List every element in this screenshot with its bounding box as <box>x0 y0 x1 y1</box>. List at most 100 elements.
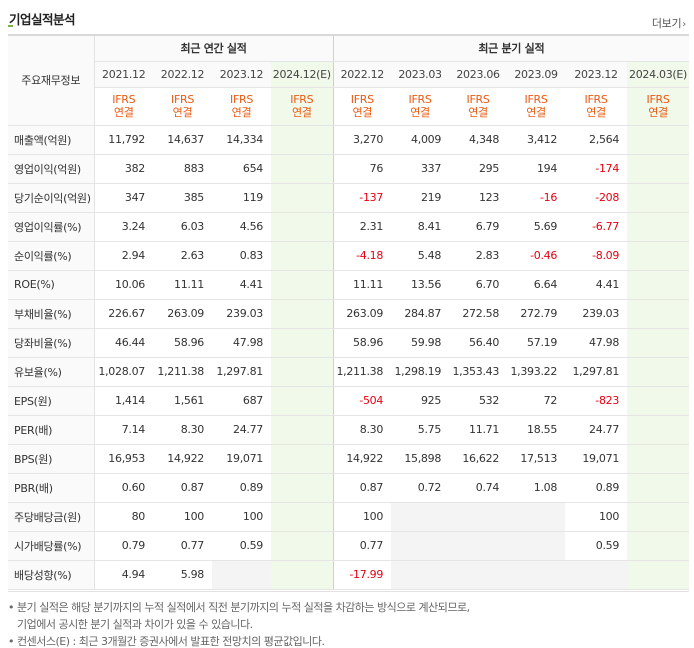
annual-value-cell: 14,334 <box>212 125 271 155</box>
annual-value-cell: 1,297.81 <box>212 357 271 387</box>
ifrs-header: IFRS 연결 <box>212 87 271 126</box>
quarter-value-cell <box>627 502 690 532</box>
quarter-date-header: 2022.12 <box>333 61 392 88</box>
quarter-value-cell: 0.77 <box>333 531 392 561</box>
quarter-value-cell: 5.48 <box>391 241 450 271</box>
annual-value-cell <box>271 270 334 300</box>
quarter-value-cell: 17,513 <box>507 444 566 474</box>
quarter-value-cell <box>627 125 690 155</box>
quarter-date-header: 2023.12 <box>565 61 628 88</box>
annual-date-header: 2022.12 <box>153 61 212 88</box>
row-label: 매출액(억원) <box>8 125 95 155</box>
quarter-value-cell: 4,348 <box>449 125 508 155</box>
ifrs-label: IFRS <box>290 93 314 106</box>
quarter-value-cell: -504 <box>333 386 392 416</box>
annual-value-cell <box>271 415 334 445</box>
quarter-value-cell: 337 <box>391 154 450 184</box>
row-label: BPS(원) <box>8 444 95 474</box>
annual-value-cell: 654 <box>212 154 271 184</box>
quarter-value-cell: 295 <box>449 154 508 184</box>
quarter-value-cell: 1,297.81 <box>565 357 628 387</box>
ifrs-header: IFRS 연결 <box>507 87 566 126</box>
quarter-value-cell: 11.71 <box>449 415 508 445</box>
quarter-date-header: 2024.03(E) <box>627 61 690 88</box>
quarter-value-cell <box>507 531 566 561</box>
quarter-value-cell: 1.08 <box>507 473 566 503</box>
annual-value-cell <box>271 386 334 416</box>
quarter-date-header: 2023.03 <box>391 61 450 88</box>
quarter-group-header: 최근 분기 실적 <box>333 34 690 62</box>
quarter-value-cell <box>627 212 690 242</box>
annual-value-cell: 11.11 <box>153 270 212 300</box>
quarter-value-cell: 16,622 <box>449 444 508 474</box>
ifrs-header: IFRS 연결 <box>94 87 153 126</box>
ifrs-header: IFRS 연결 <box>391 87 450 126</box>
annual-value-cell <box>271 154 334 184</box>
annual-value-cell: 2.63 <box>153 241 212 271</box>
quarter-value-cell: 272.79 <box>507 299 566 329</box>
consolidated-label: 연결 <box>113 106 134 119</box>
annual-value-cell: 2.94 <box>94 241 153 271</box>
row-label: 유보율(%) <box>8 357 95 387</box>
annual-date-header: 2023.12 <box>212 61 271 88</box>
quarter-value-cell <box>391 531 450 561</box>
quarter-value-cell: 284.87 <box>391 299 450 329</box>
quarter-value-cell: -137 <box>333 183 392 213</box>
quarter-value-cell: -174 <box>565 154 628 184</box>
annual-value-cell: 80 <box>94 502 153 532</box>
ifrs-label: IFRS <box>584 93 608 106</box>
annual-value-cell: 883 <box>153 154 212 184</box>
quarter-value-cell: 2.31 <box>333 212 392 242</box>
annual-value-cell: 16,953 <box>94 444 153 474</box>
row-label: 시가배당률(%) <box>8 531 95 561</box>
consolidated-label: 연결 <box>526 106 546 119</box>
quarter-value-cell <box>627 560 690 590</box>
quarter-value-cell: -208 <box>565 183 628 213</box>
quarter-value-cell: 1,298.19 <box>391 357 450 387</box>
ifrs-header: IFRS 연결 <box>271 87 334 126</box>
quarter-value-cell <box>449 531 508 561</box>
quarter-value-cell <box>627 531 690 561</box>
row-label: ROE(%) <box>8 270 95 300</box>
quarter-value-cell: -0.46 <box>507 241 566 271</box>
annual-value-cell: 5.98 <box>153 560 212 590</box>
consolidated-label: 연결 <box>231 106 252 119</box>
quarter-value-cell: 5.75 <box>391 415 450 445</box>
quarter-value-cell: 6.70 <box>449 270 508 300</box>
ifrs-header: IFRS 연결 <box>449 87 508 126</box>
quarter-value-cell: 263.09 <box>333 299 392 329</box>
quarter-value-cell: 2,564 <box>565 125 628 155</box>
annual-value-cell: 14,922 <box>153 444 212 474</box>
row-label: 당기순이익(억원) <box>8 183 95 213</box>
ifrs-header: IFRS 연결 <box>333 87 392 126</box>
table-row: 시가배당률(%) 0.79 0.77 0.59 0.77 0.59 <box>8 531 690 561</box>
more-link[interactable]: 더보기› <box>652 15 686 31</box>
quarter-value-cell <box>627 473 690 503</box>
annual-group-header: 최근 연간 실적 <box>94 34 334 62</box>
quarter-value-cell: 123 <box>449 183 508 213</box>
row-label: PBR(배) <box>8 473 95 503</box>
table-row: BPS(원) 16,953 14,922 19,071 14,922 15,898 16,6… <box>8 444 690 474</box>
annual-value-cell: 119 <box>212 183 271 213</box>
consolidated-label: 연결 <box>586 106 606 119</box>
annual-value-cell: 4.41 <box>212 270 271 300</box>
quarter-value-cell: 1,353.43 <box>449 357 508 387</box>
annual-value-cell <box>271 473 334 503</box>
annual-value-cell: 4.94 <box>94 560 153 590</box>
consolidated-label: 연결 <box>648 106 668 119</box>
annual-value-cell: 0.77 <box>153 531 212 561</box>
table-row: 당좌비율(%) 46.44 58.96 47.98 58.96 59.98 56.40 57.… <box>8 328 690 358</box>
quarter-date-header: 2023.06 <box>449 61 508 88</box>
annual-value-cell: 47.98 <box>212 328 271 358</box>
annual-value-cell: 0.89 <box>212 473 271 503</box>
quarter-value-cell: 14,922 <box>333 444 392 474</box>
quarter-value-cell: -4.18 <box>333 241 392 271</box>
quarter-value-cell: 272.58 <box>449 299 508 329</box>
quarter-value-cell: -17.99 <box>333 560 392 590</box>
quarter-value-cell: 47.98 <box>565 328 628 358</box>
table-row: 당기순이익(억원) 347 385 119 -137 219 123 -16 -208 <box>8 183 690 213</box>
section-title: 기업실적분석 <box>9 12 76 27</box>
footnote-1-cont: 기업에서 공시한 분기 실적과 차이가 있을 수 있습니다. <box>17 618 253 631</box>
quarter-value-cell <box>507 502 566 532</box>
annual-value-cell: 263.09 <box>153 299 212 329</box>
